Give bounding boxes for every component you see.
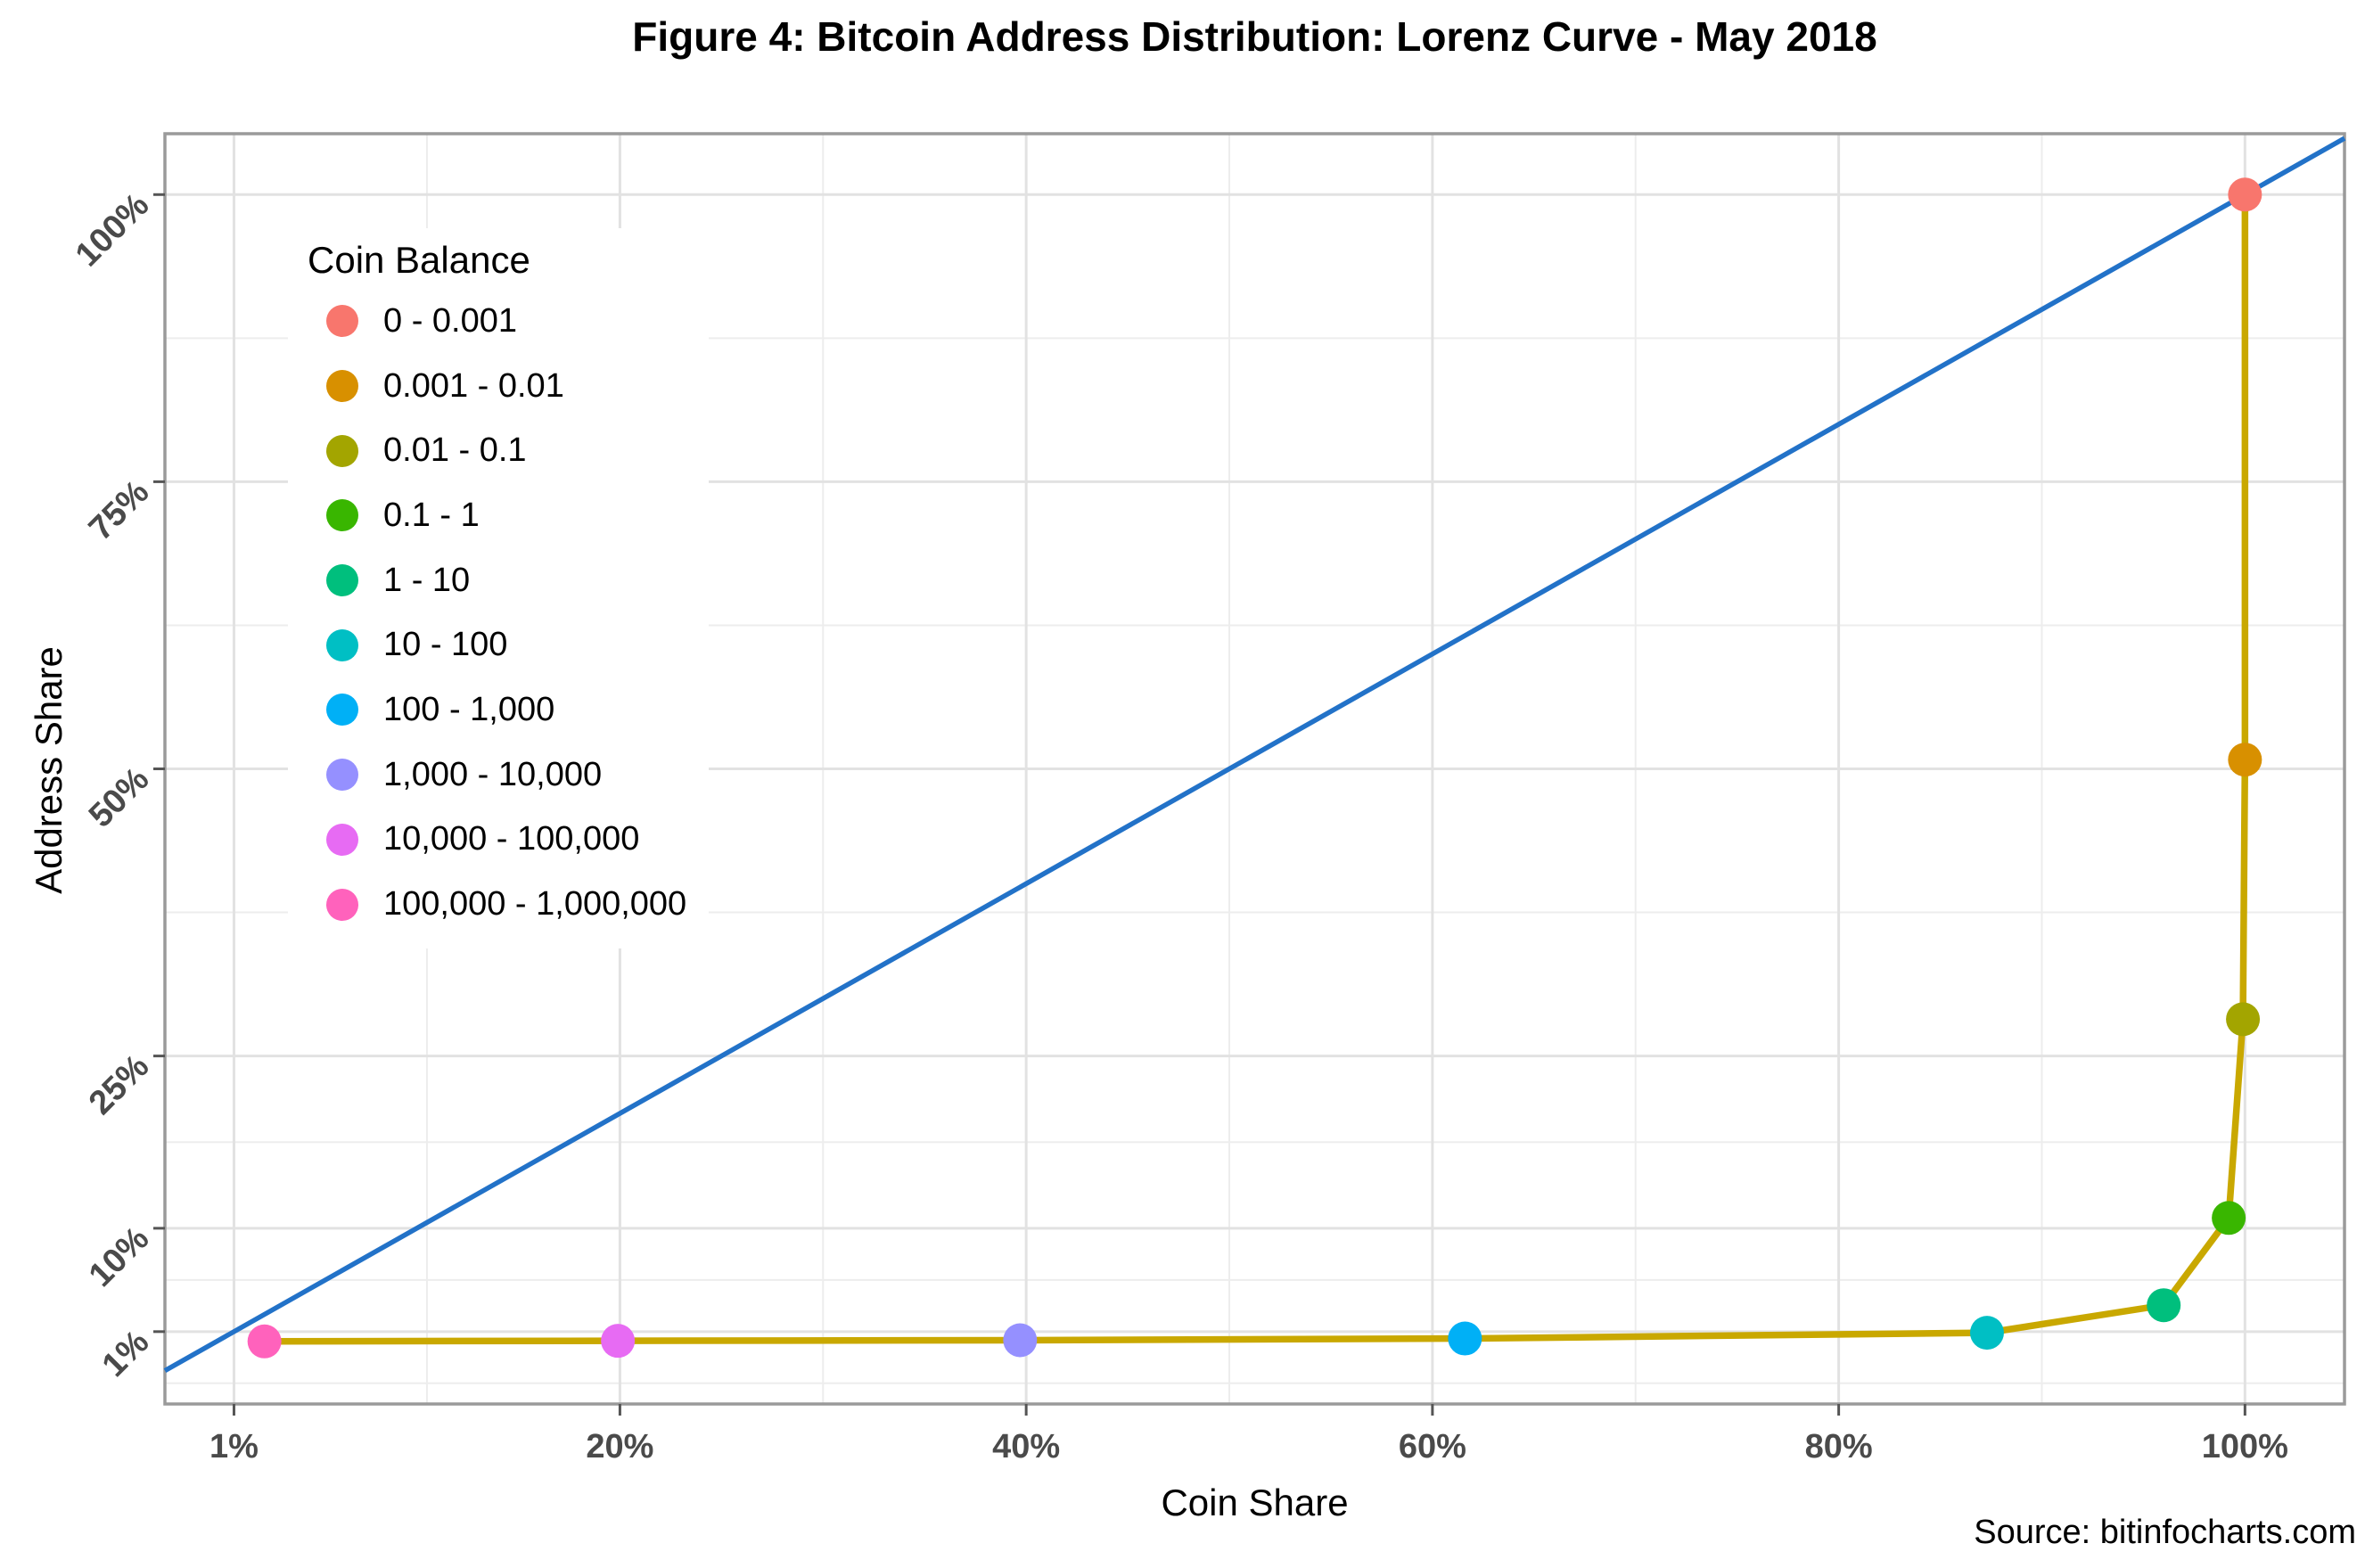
legend-swatch — [326, 694, 358, 727]
legend-swatch — [326, 888, 358, 921]
lorenz-point — [1448, 1321, 1482, 1356]
lorenz-point — [1003, 1323, 1038, 1358]
lorenz-point — [2212, 1201, 2246, 1236]
legend-item: 0.001 - 0.01 — [288, 354, 709, 419]
equality-line — [163, 135, 2346, 1374]
y-tick-label: 100% — [69, 186, 156, 274]
legend-title: Coin Balance — [308, 239, 530, 281]
legend-swatch — [326, 759, 358, 792]
legend-swatch — [326, 434, 358, 467]
lorenz-point — [2226, 1002, 2261, 1037]
lorenz-point — [2228, 743, 2262, 777]
legend-item: 1 - 10 — [288, 548, 709, 613]
legend-items: 0 - 0.001 0.001 - 0.01 0.01 - 0.1 0.1 - 1 1 … — [288, 289, 709, 937]
legend-swatch — [326, 564, 358, 597]
legend-item: 1,000 - 10,000 — [288, 743, 709, 808]
x-tick-label: 80% — [1805, 1428, 1873, 1465]
legend: Coin Balance 0 - 0.001 0.001 - 0.01 0.01 -… — [288, 228, 709, 948]
legend-item: 0.01 - 0.1 — [288, 418, 709, 483]
legend-swatch — [326, 628, 358, 661]
y-tick-label: 1% — [95, 1323, 157, 1384]
y-tick-label: 25% — [82, 1047, 156, 1121]
legend-item-label: 100,000 - 1,000,000 — [383, 885, 687, 924]
x-tick-label: 100% — [2202, 1428, 2288, 1465]
legend-item: 0 - 0.001 — [288, 289, 709, 354]
legend-swatch — [326, 823, 358, 856]
legend-item-label: 1 - 10 — [383, 561, 471, 599]
x-tick-label: 1% — [209, 1428, 259, 1465]
lorenz-point — [247, 1324, 282, 1359]
legend-item-label: 1,000 - 10,000 — [383, 755, 603, 793]
y-tick-label: 10% — [82, 1220, 156, 1294]
lorenz-point — [2228, 177, 2262, 212]
x-tick-label: 40% — [992, 1428, 1060, 1465]
legend-item-label: 10,000 - 100,000 — [383, 820, 640, 858]
x-axis-title: Coin Share — [1161, 1482, 1349, 1523]
x-tick-label: 20% — [586, 1428, 653, 1465]
legend-item-label: 0.1 - 1 — [383, 496, 480, 534]
x-tick-label: 60% — [1399, 1428, 1466, 1465]
legend-item-label: 0.001 - 0.01 — [383, 366, 564, 405]
legend-item: 100,000 - 1,000,000 — [288, 872, 709, 937]
legend-item-label: 100 - 1,000 — [383, 690, 555, 728]
legend-item: 10,000 - 100,000 — [288, 808, 709, 873]
lorenz-curve — [264, 194, 2249, 1345]
legend-swatch — [326, 499, 358, 532]
legend-item: 0.1 - 1 — [288, 483, 709, 548]
y-axis-title: Address Share — [28, 646, 70, 894]
y-tick-label: 75% — [82, 473, 156, 547]
legend-item-label: 0 - 0.001 — [383, 301, 517, 340]
y-tick-label: 50% — [82, 760, 156, 834]
source-note: Source: bitinfocharts.com — [1974, 1514, 2356, 1551]
legend-item-label: 10 - 100 — [383, 626, 508, 664]
lorenz-point — [601, 1324, 636, 1359]
chart-title: Figure 4: Bitcoin Address Distribution: … — [632, 13, 1877, 60]
legend-item-label: 0.01 - 0.1 — [383, 431, 527, 470]
lorenz-point — [2147, 1288, 2181, 1323]
legend-swatch — [326, 370, 358, 403]
legend-item: 100 - 1,000 — [288, 677, 709, 743]
legend-item: 10 - 100 — [288, 612, 709, 677]
lorenz-point — [1969, 1316, 2004, 1350]
legend-swatch — [326, 305, 358, 338]
